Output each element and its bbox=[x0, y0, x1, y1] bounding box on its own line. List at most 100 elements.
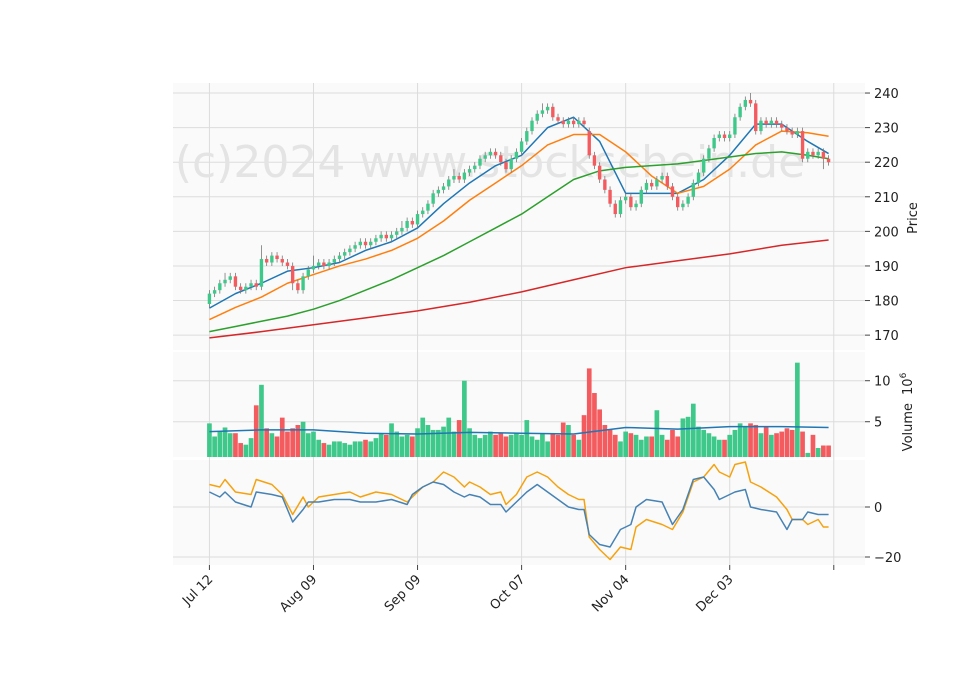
volume-bar bbox=[566, 425, 571, 457]
volume-bar bbox=[498, 433, 504, 457]
volume-bar bbox=[690, 403, 696, 457]
y-tick-label: 210 bbox=[874, 191, 899, 206]
volume-bar bbox=[357, 441, 363, 457]
candle-body bbox=[816, 151, 820, 156]
volume-bar bbox=[742, 426, 748, 457]
volume-bar bbox=[233, 433, 238, 457]
candle-body bbox=[270, 255, 274, 263]
volume-bar bbox=[821, 445, 826, 457]
price-axis-label: Price bbox=[906, 202, 921, 234]
candle-body bbox=[337, 255, 342, 260]
volume-bar bbox=[602, 425, 608, 457]
candle-body bbox=[249, 283, 253, 287]
candle-body bbox=[649, 182, 654, 187]
volume-bar bbox=[514, 433, 519, 457]
candle-body bbox=[369, 241, 373, 246]
candle-body bbox=[421, 210, 425, 215]
volume-bar bbox=[394, 431, 400, 457]
candle-body bbox=[473, 165, 477, 170]
volume-bar bbox=[649, 436, 655, 457]
y-tick-label: 170 bbox=[874, 329, 899, 344]
volume-bar bbox=[540, 433, 545, 457]
x-tick-label: Oct 07 bbox=[487, 572, 528, 613]
candle-body bbox=[769, 120, 774, 125]
volume-bar bbox=[217, 431, 223, 457]
volume-bar bbox=[467, 428, 472, 457]
volume-bar bbox=[597, 409, 602, 457]
volume-bar bbox=[795, 362, 800, 457]
volume-bar bbox=[758, 433, 764, 457]
volume-bar bbox=[290, 428, 296, 457]
y-tick-label: 190 bbox=[874, 260, 899, 275]
volume-bar bbox=[675, 436, 681, 457]
volume-bar bbox=[711, 436, 717, 457]
candle-body bbox=[244, 286, 248, 291]
volume-bar bbox=[612, 434, 618, 457]
candle-body bbox=[707, 148, 711, 159]
volume-bar bbox=[456, 420, 462, 457]
volume-bar bbox=[368, 441, 374, 457]
volume-bar bbox=[779, 431, 785, 457]
candle-body bbox=[212, 290, 217, 294]
candle-body bbox=[415, 214, 420, 225]
candle-body bbox=[426, 203, 430, 211]
volume-bar bbox=[488, 431, 493, 457]
candle-body bbox=[613, 203, 617, 215]
candle-body bbox=[316, 262, 321, 266]
volume-bar bbox=[810, 434, 816, 457]
volume-bar bbox=[274, 436, 280, 457]
candle-body bbox=[400, 227, 404, 232]
oscillator-panel bbox=[173, 460, 865, 565]
candle-body bbox=[535, 113, 539, 121]
volume-offset-exponent: 6 bbox=[899, 372, 909, 378]
candle-body bbox=[686, 196, 690, 204]
y-tick-label: 220 bbox=[874, 156, 899, 171]
candle-body bbox=[826, 158, 831, 163]
volume-bar bbox=[586, 368, 592, 457]
volume-bar bbox=[706, 433, 712, 457]
oscillator-line bbox=[209, 476, 829, 548]
candle-body bbox=[452, 176, 456, 180]
candle-body bbox=[228, 276, 232, 280]
volume-bar bbox=[425, 425, 431, 457]
volume-bar bbox=[326, 444, 332, 457]
candle-body bbox=[660, 176, 664, 180]
volume-bar bbox=[753, 425, 759, 457]
candle-body bbox=[478, 158, 482, 166]
candle-body bbox=[800, 131, 805, 159]
candle-body bbox=[670, 186, 675, 197]
volume-bar bbox=[659, 434, 665, 457]
candle-body bbox=[712, 137, 716, 149]
candle-body bbox=[431, 193, 435, 204]
volume-bar bbox=[363, 439, 368, 457]
volume-bar bbox=[545, 441, 550, 457]
candle-body bbox=[644, 182, 649, 190]
candle-body bbox=[238, 286, 243, 291]
volume-bar bbox=[373, 438, 379, 457]
y-tick-label: 10 bbox=[874, 375, 891, 390]
volume-bar bbox=[285, 431, 290, 457]
volume-bar bbox=[248, 438, 254, 457]
volume-bar bbox=[482, 434, 488, 457]
candle-body bbox=[597, 165, 602, 180]
volume-bar bbox=[436, 429, 441, 457]
x-tick-label: Nov 04 bbox=[589, 572, 632, 615]
volume-bar bbox=[769, 434, 774, 457]
y-tick-label: 0 bbox=[874, 501, 882, 516]
volume-bar bbox=[342, 443, 348, 457]
candle-body bbox=[795, 131, 800, 135]
volume-bar bbox=[238, 443, 243, 457]
candle-body bbox=[561, 120, 565, 125]
volume-bar bbox=[269, 433, 275, 457]
candle-body bbox=[441, 186, 446, 190]
candle-body bbox=[618, 200, 623, 215]
volume-bar bbox=[826, 445, 831, 457]
candle-body bbox=[790, 131, 794, 135]
candle-body bbox=[499, 155, 503, 163]
volume-bar bbox=[560, 422, 566, 457]
volume-bar bbox=[716, 439, 722, 457]
volume-bar bbox=[430, 429, 436, 457]
volume-bar bbox=[279, 417, 285, 457]
volume-bar bbox=[592, 393, 597, 457]
volume-axis-label: Volume 106 bbox=[899, 372, 916, 451]
